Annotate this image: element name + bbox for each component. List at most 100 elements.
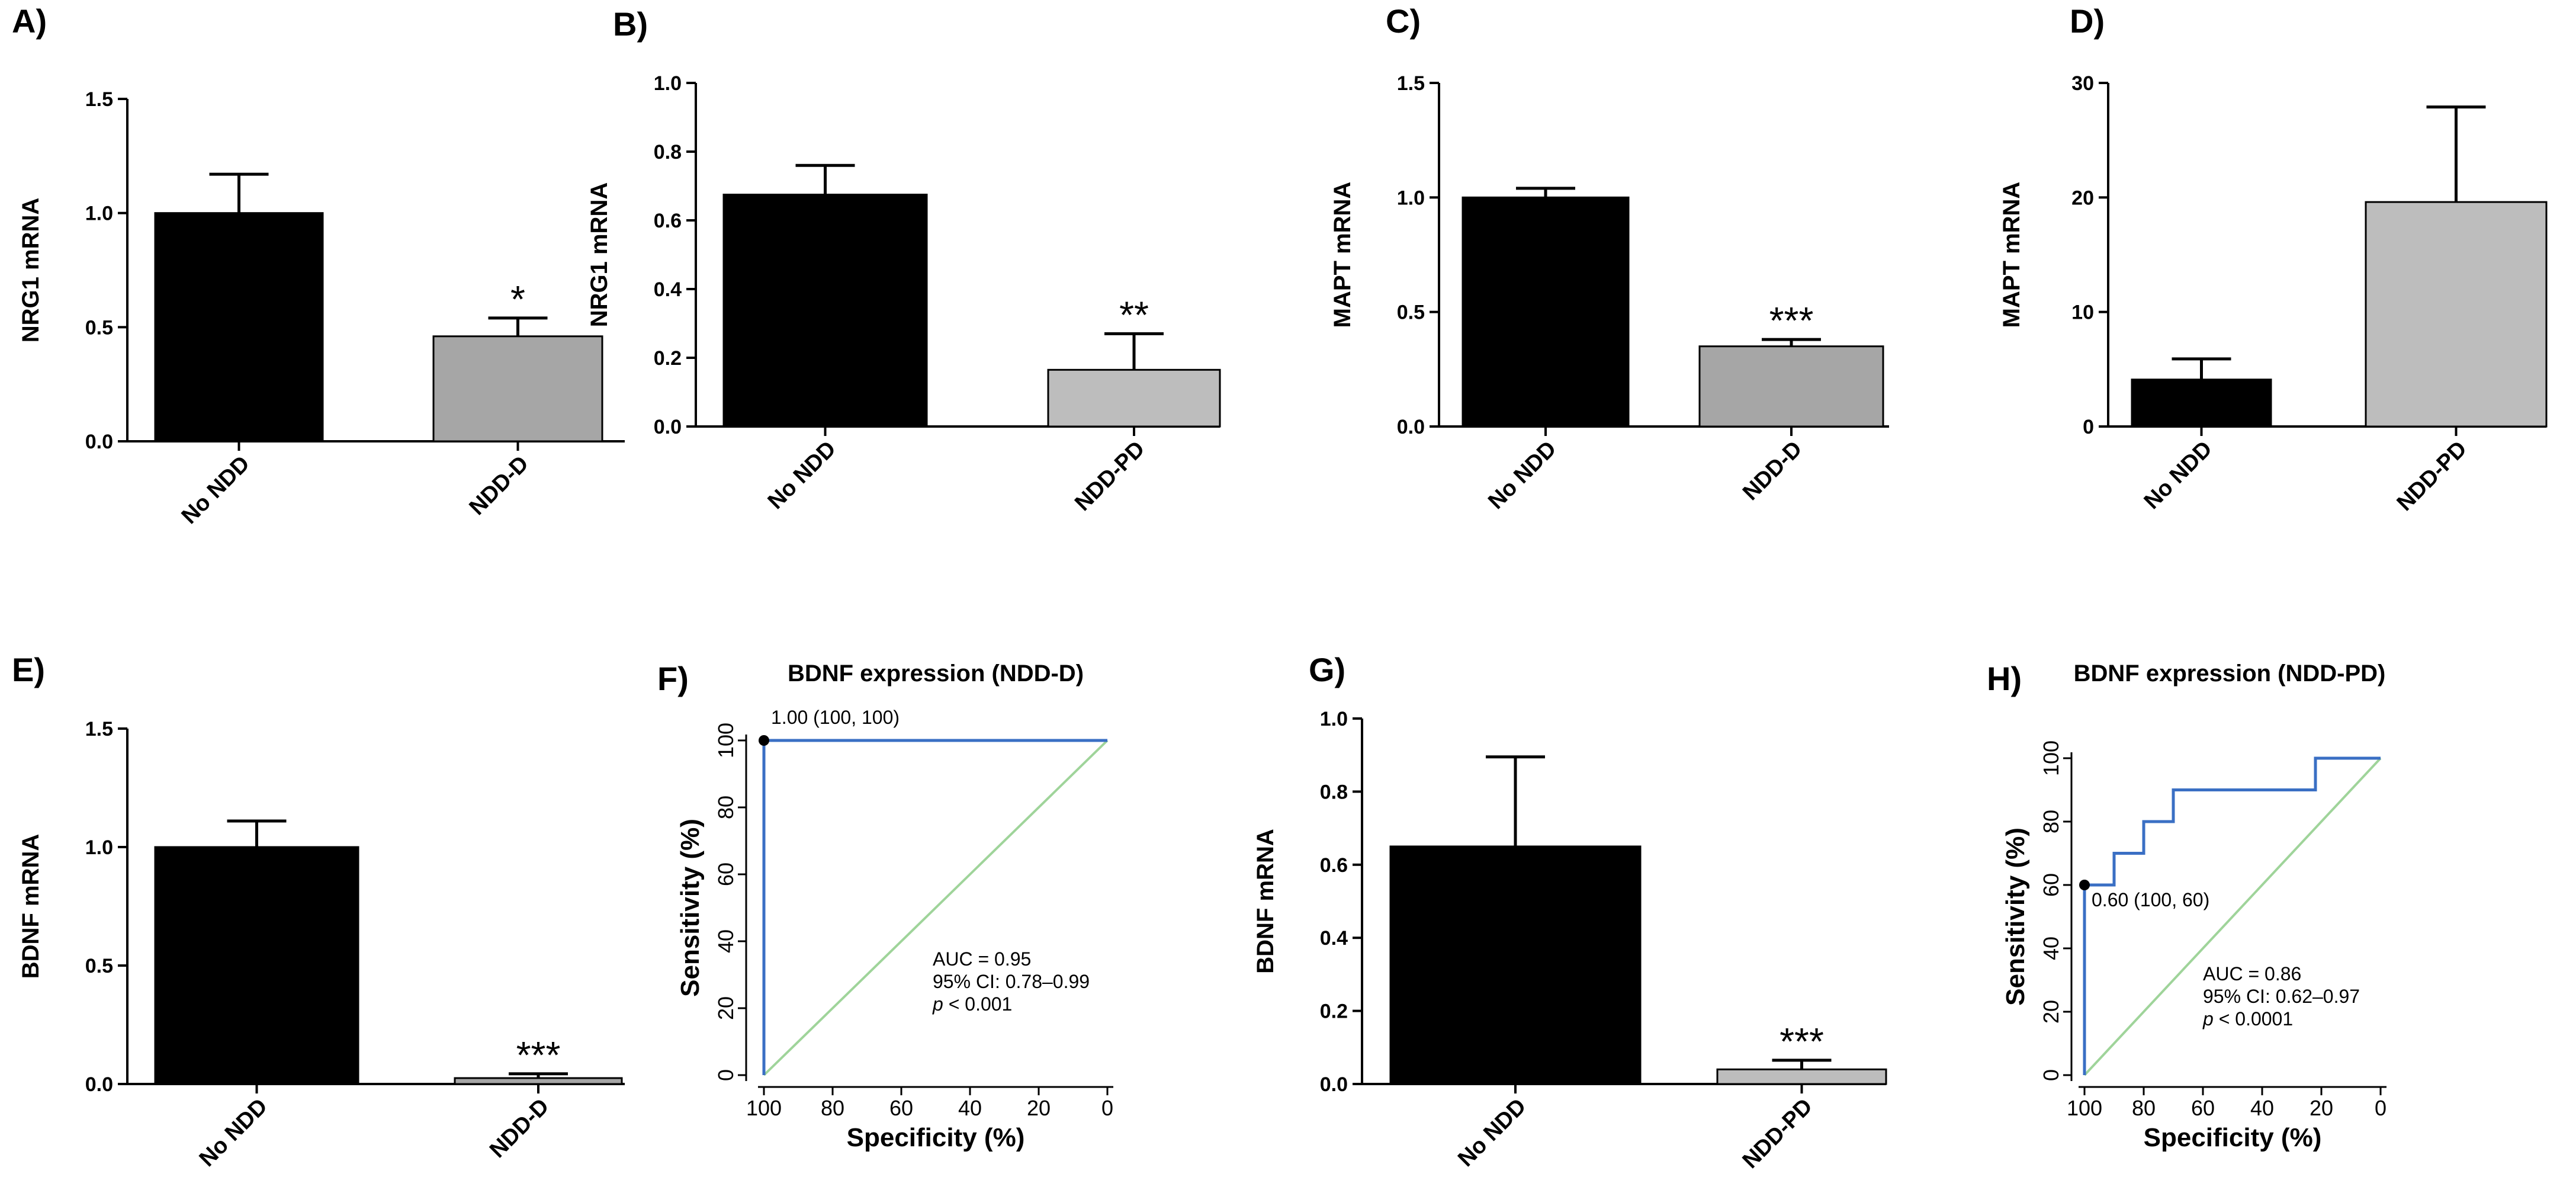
ci-text: 95% CI: 0.62–0.97 [2203,986,2360,1007]
panel-f: F) BDNF expression (NDD-D) 0 20 40 60 80 100 100… [657,660,1113,1152]
panel-label: A) [12,2,47,40]
y-tick-label: 0.8 [654,141,682,163]
y-tick-label: 0.0 [85,1073,113,1096]
category-label: NDD-PD [2392,437,2472,516]
y-axis-label: NRG1 mRNA [18,198,44,342]
auc-text: AUC = 0.95 [933,948,1031,970]
panel-d: D) 0 10 20 30 MAPT mRNA No NDD NDD-PD [1999,2,2548,516]
p-value-text: p < 0.0001 [2202,1008,2293,1030]
y-axis-label: BDNF mRNA [18,834,44,979]
y-tick-label: 1.0 [85,203,113,225]
x-tick-label: 0 [1101,1096,1113,1120]
significance-marker: *** [516,1034,561,1076]
panel-b: B) 0.0 0.2 0.4 0.6 0.8 1.0 NRG1 mRNA No NDD NDD-P… [586,5,1221,516]
y-tick-label: 0.0 [85,431,113,453]
y-tick-label: 0.2 [1320,1000,1348,1023]
bar [154,846,359,1085]
panel-label: H) [1987,660,2022,697]
x-tick-label: 40 [958,1096,982,1120]
y-tick-label: 0.6 [1320,854,1348,877]
cutoff-point [2079,880,2090,890]
y-tick-label: 0.6 [654,210,682,232]
bar [1698,345,1884,428]
y-tick-label: 0 [714,1069,738,1081]
significance-marker: * [510,278,525,320]
y-tick-label: 0 [2083,416,2094,438]
panel-a: A) 0.0 0.5 1.0 1.5 NRG1 mRNA No NDD NDD-D * [12,2,625,529]
y-tick-label: 1.0 [1320,708,1348,730]
x-tick-label: 100 [746,1096,782,1120]
p-value: < 0.001 [943,993,1013,1015]
y-tick-label: 0.8 [1320,781,1348,803]
y-tick-label: 100 [714,723,738,758]
auc-text: AUC = 0.86 [2203,963,2301,984]
panel-label: F) [657,660,689,697]
y-axis-label: MAPT mRNA [1329,182,1356,328]
y-axis-label: Sensitivity (%) [2001,828,2030,1006]
category-label: No NDD [2140,437,2217,514]
panel-label: C) [1386,2,1421,40]
y-tick-label: 1.0 [654,72,682,95]
bar [722,194,928,428]
significance-marker: *** [1780,1020,1824,1063]
x-tick-label: 80 [821,1096,844,1120]
category-label: No NDD [763,437,841,514]
cutoff-label: 1.00 (100, 100) [771,707,900,728]
x-axis-label: Specificity (%) [2144,1123,2322,1152]
y-tick-label: 20 [2071,187,2094,209]
y-tick-label: 0.0 [1397,416,1425,438]
ci-text: 95% CI: 0.78–0.99 [933,971,1090,992]
x-tick-label: 20 [2310,1096,2333,1120]
y-tick-label: 1.5 [1397,72,1425,95]
y-tick-label: 20 [2039,1000,2063,1024]
panel-label: G) [1309,651,1345,688]
x-tick-label: 40 [2250,1096,2274,1120]
cutoff-label: 0.60 (100, 60) [2092,889,2209,910]
y-tick-label: 30 [2071,72,2094,95]
x-tick-label: 20 [1027,1096,1051,1120]
y-tick-label: 0.4 [1320,927,1348,950]
category-label: No NDD [195,1094,272,1172]
y-axis-label: BDNF mRNA [1252,829,1279,973]
y-tick-label: 1.0 [1397,187,1425,209]
roc-curve [2083,756,2381,1075]
y-axis-label: Sensitivity (%) [676,819,705,997]
y-axis-label: MAPT mRNA [1999,182,2025,328]
category-label: NDD-D [1738,437,1807,505]
y-tick-label: 60 [714,862,738,886]
y-tick-label: 0.5 [85,955,113,977]
panel-e: E) 0.0 0.5 1.0 1.5 BDNF mRNA No NDD NDD-D *** [12,651,625,1172]
bar [154,212,324,442]
x-tick-label: 60 [2191,1096,2215,1120]
cutoff-point [759,735,769,746]
category-label: No NDD [1483,437,1561,514]
bar [432,335,603,442]
y-tick-label: 10 [2071,302,2094,324]
y-tick-label: 0.2 [654,347,682,370]
x-tick-label: 60 [889,1096,913,1120]
y-tick-label: 40 [2039,937,2063,960]
roc-title: BDNF expression (NDD-PD) [2074,660,2386,687]
significance-marker: *** [1769,299,1814,342]
y-tick-label: 20 [714,996,738,1020]
x-tick-label: 0 [2375,1096,2387,1120]
y-tick-label: 1.5 [85,718,113,740]
bar [2365,201,2548,428]
category-label: NDD-PD [1070,437,1149,516]
reference-line [763,739,1109,1076]
bar [1047,368,1221,428]
y-tick-label: 1.5 [85,88,113,111]
y-tick-label: 0 [2039,1069,2063,1081]
p-symbol: p [2202,1008,2214,1030]
panel-h: H) BDNF expression (NDD-PD) 0 20 40 60 80 100 10… [1987,660,2387,1152]
panel-label: D) [2070,2,2105,40]
panel-c: C) 0.0 0.5 1.0 1.5 MAPT mRNA No NDD NDD-D *** [1329,2,1889,514]
y-tick-label: 0.5 [85,316,113,339]
y-tick-label: 80 [2039,810,2063,833]
p-value-text: p < 0.001 [932,993,1012,1015]
y-tick-label: 1.0 [85,836,113,859]
bar [2131,379,2272,428]
x-tick-label: 80 [2132,1096,2156,1120]
y-tick-label: 0.5 [1397,302,1425,324]
p-symbol: p [932,993,943,1015]
